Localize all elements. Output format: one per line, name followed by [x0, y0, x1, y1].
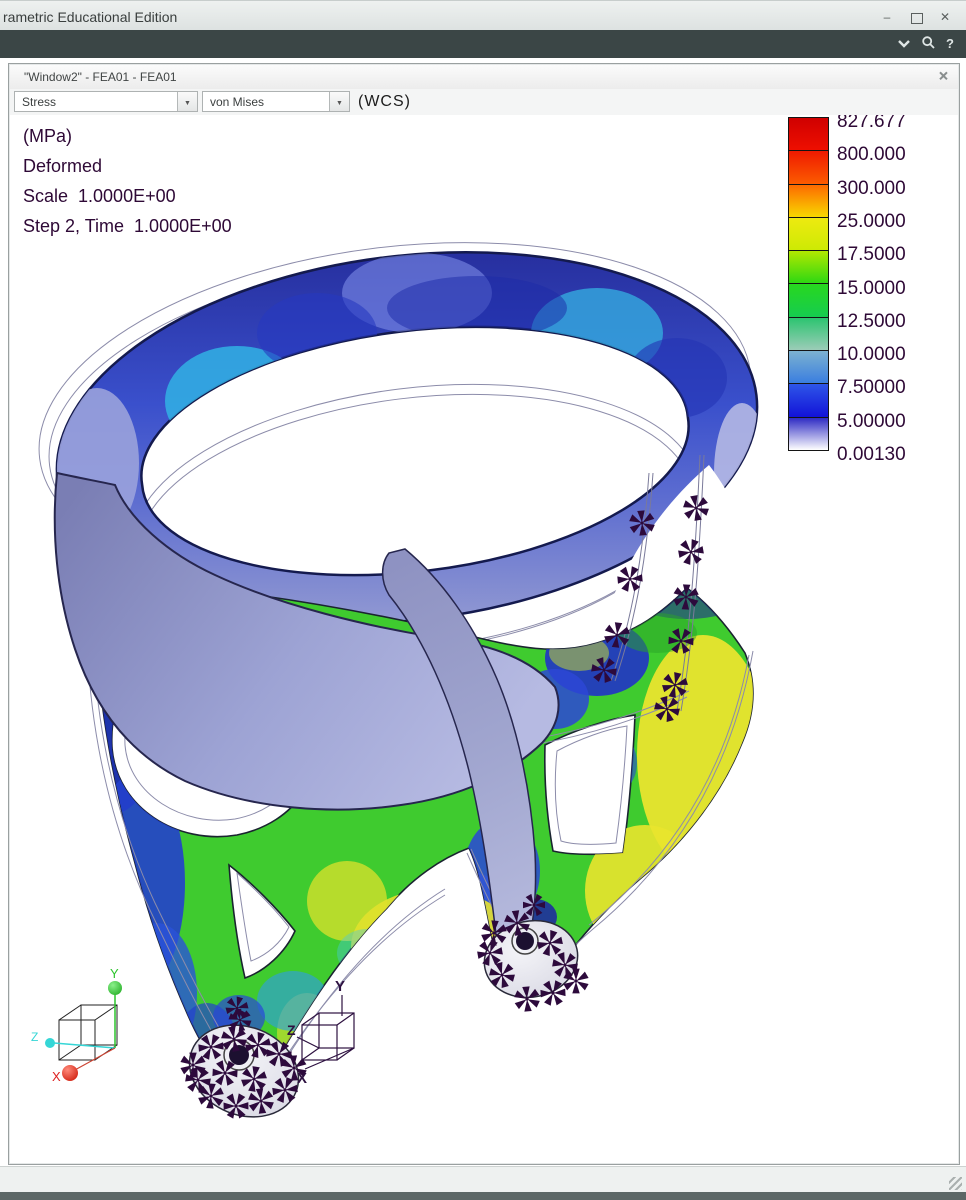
ribbon-bar: ? — [0, 30, 966, 58]
y-axis-ball — [108, 981, 122, 995]
help-icon[interactable]: ? — [946, 36, 954, 51]
wcs-triad: Y X Z — [287, 978, 355, 1087]
component-dropdown[interactable]: von Mises ▼ — [202, 91, 350, 112]
front-band-surface — [53, 471, 560, 811]
legend-labels: 827.677 800.000 300.000 25.0000 17.5000 … — [837, 115, 957, 465]
status-bar — [0, 1166, 966, 1193]
component-value: von Mises — [210, 95, 265, 109]
fea-model[interactable]: Y Z X Y X Z — [10, 115, 958, 1163]
legend-segment — [788, 117, 829, 152]
legend-value: 5.00000 — [837, 411, 906, 432]
units-annotation: (MPa) — [23, 126, 72, 146]
wcs-z-label: Z — [287, 1022, 296, 1038]
legend-segment — [788, 250, 829, 285]
result-type-value: Stress — [22, 95, 57, 109]
wcs-x-label: X — [297, 1070, 307, 1087]
legend-value: 300.000 — [837, 178, 906, 199]
legend-value: 7.50000 — [837, 377, 906, 398]
legend-segment — [788, 416, 829, 451]
chevron-down-icon: ▼ — [184, 100, 191, 107]
z-axis-label: Z — [31, 1030, 38, 1044]
deformed-annotation: Deformed — [23, 156, 103, 176]
search-icon[interactable] — [918, 35, 938, 53]
maximize-icon — [911, 13, 923, 24]
legend-segment — [788, 316, 829, 352]
result-window-close-icon[interactable]: ❌︎ — [938, 69, 948, 83]
y-axis-label: Y — [110, 966, 119, 981]
orientation-triad: Y Z X — [31, 966, 122, 1084]
minimize-button[interactable]: – — [883, 10, 891, 24]
legend-value: 25.0000 — [837, 211, 906, 232]
wcs-y-label: Y — [335, 978, 345, 995]
legend-value: 12.5000 — [837, 311, 906, 332]
scale-annotation: Scale 1.0000E+00 — [23, 186, 176, 206]
legend-color-bar — [788, 117, 829, 451]
x-axis-ball — [62, 1065, 78, 1081]
legend-value: 0.00130 — [837, 444, 906, 465]
legend-value: 10.0000 — [837, 344, 906, 365]
result-window-title: "Window2" - FEA01 - FEA01 — [24, 70, 177, 84]
close-button[interactable]: ✕ — [939, 10, 951, 24]
legend-value: 15.0000 — [837, 278, 906, 299]
app-title: rametric Educational Edition — [3, 9, 178, 25]
legend-segment — [788, 183, 829, 218]
result-type-dropdown[interactable]: Stress ▼ — [14, 91, 198, 112]
result-window-title-bar[interactable]: "Window2" - FEA01 - FEA01 ❌︎ — [10, 65, 958, 90]
result-type-dropdown-arrow[interactable]: ▼ — [177, 92, 197, 111]
ribbon-collapse-icon[interactable] — [894, 35, 914, 53]
step-annotation: Step 2, Time 1.0000E+00 — [23, 216, 232, 236]
app-title-bar: rametric Educational Edition – ✕ — [0, 0, 966, 30]
z-axis-ball — [45, 1038, 55, 1048]
graphics-canvas[interactable]: (MPa) Deformed Scale 1.0000E+00 Step 2, … — [10, 115, 958, 1163]
result-window: "Window2" - FEA01 - FEA01 ❌︎ Stress ▼ vo… — [8, 63, 960, 1165]
x-axis-label: X — [52, 1069, 61, 1084]
csys-label: (WCS) — [358, 93, 411, 110]
legend-value: 17.5000 — [837, 244, 906, 265]
resize-grip[interactable] — [949, 1177, 962, 1190]
chevron-down-icon: ▼ — [336, 100, 343, 107]
maximize-button[interactable] — [904, 10, 930, 26]
component-dropdown-arrow[interactable]: ▼ — [329, 92, 349, 111]
legend-value: 800.000 — [837, 144, 906, 165]
window-bottom-edge — [0, 1192, 966, 1200]
result-toolbar: Stress ▼ von Mises ▼ (WCS) — [10, 89, 958, 115]
legend-value: 827.677 — [837, 115, 906, 132]
